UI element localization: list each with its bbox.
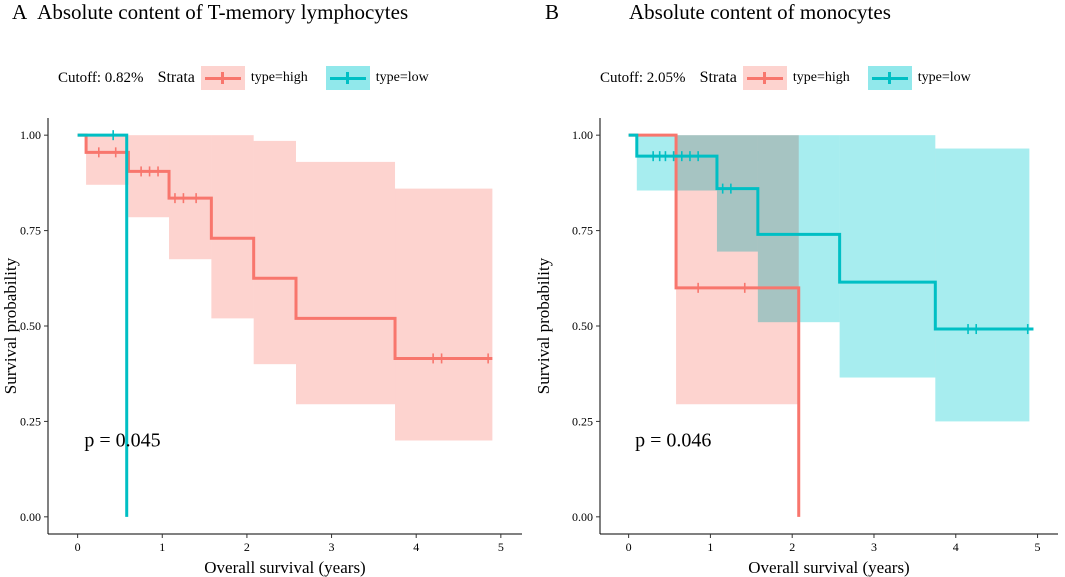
legend-title: Strata <box>699 69 737 86</box>
ci-band-high <box>86 135 129 185</box>
x-tick-label: 0 <box>75 540 81 554</box>
survival-curve-high <box>77 133 493 360</box>
panel-a: A Absolute content of T-memory lymphocyte… <box>0 0 532 577</box>
p-value-label: p = 0.045 <box>84 429 160 451</box>
survival-curve-low <box>628 133 1034 331</box>
ci-band-low <box>839 135 936 378</box>
cutoff-label: Cutoff: 2.05% <box>600 69 686 86</box>
legend-key-low <box>325 66 370 90</box>
survival-plot-a: 0.00 0.25 0.50 0.75 1.00 0 1 2 3 4 5 Overall surviv… <box>1 118 522 577</box>
panel-letter: A <box>12 0 28 24</box>
legend: Cutoff: 0.82% Strata type=high type=low <box>58 66 447 90</box>
chart-title: Absolute content of monocytes <box>629 0 891 24</box>
legend-key-high <box>200 66 245 90</box>
p-value-label: p = 0.046 <box>635 429 711 451</box>
y-tick-label: 0.00 <box>20 510 41 524</box>
ci-band-low <box>716 135 758 252</box>
legend-key-low <box>867 66 912 90</box>
legend: Cutoff: 2.05% Strata type=high type=low <box>600 66 989 90</box>
y-tick-label: 1.00 <box>20 128 41 142</box>
x-tick-label: 3 <box>871 540 877 554</box>
y-axis-title: Survival probability <box>534 257 553 394</box>
legend-key-high <box>742 66 787 90</box>
legend-title: Strata <box>157 69 195 86</box>
panel-title: A Absolute content of T-memory lymphocyte… <box>12 0 408 25</box>
y-tick-label: 1.00 <box>572 128 593 142</box>
legend-label-low: type=low <box>375 70 429 85</box>
y-tick-label: 0.25 <box>572 414 593 428</box>
ci-bands <box>636 135 1030 422</box>
y-tick-label: 0.50 <box>572 319 593 333</box>
ci-band-high <box>211 135 254 319</box>
panel-letter: B <box>545 0 560 24</box>
x-tick-label: 1 <box>159 540 165 554</box>
panel-title: B Absolute content of monocytes <box>545 0 891 25</box>
x-axis-title: Overall survival (years) <box>748 558 909 577</box>
legend-label-low: type=low <box>917 70 971 85</box>
survival-curve-low <box>77 133 129 517</box>
x-tick-label: 5 <box>498 540 504 554</box>
ci-band-high <box>253 140 297 365</box>
y-tick-label: 0.25 <box>20 414 41 428</box>
y-tick-label: 0.00 <box>572 510 593 524</box>
y-axis-title: Survival probability <box>1 257 20 394</box>
ci-band-high <box>128 135 170 218</box>
panel-b: B Absolute content of monocytes Cutoff: 2… <box>533 0 1065 577</box>
legend-label-high: type=high <box>250 70 308 85</box>
y-tick-label: 0.50 <box>20 319 41 333</box>
x-tick-label: 3 <box>329 540 335 554</box>
x-tick-label: 2 <box>244 540 250 554</box>
x-axis-title: Overall survival (years) <box>204 558 365 577</box>
y-tick-label: 0.75 <box>572 224 593 238</box>
x-tick-label: 4 <box>953 540 959 554</box>
survival-plot-b: 0.00 0.25 0.50 0.75 1.00 0 1 2 3 4 5 Overall surviv… <box>534 118 1058 577</box>
x-tick-label: 0 <box>626 540 632 554</box>
ci-bands <box>86 135 493 441</box>
legend-label-high: type=high <box>792 70 850 85</box>
x-tick-label: 2 <box>789 540 795 554</box>
ci-band-high <box>395 188 493 441</box>
x-tick-label: 5 <box>1035 540 1041 554</box>
y-tick-label: 0.75 <box>20 224 41 238</box>
survival-curve-high <box>628 133 801 517</box>
cutoff-label: Cutoff: 0.82% <box>58 69 144 86</box>
ci-band-low <box>935 148 1030 422</box>
ci-band-high <box>296 161 396 405</box>
chart-title: Absolute content of T-memory lymphocytes <box>37 0 409 24</box>
x-tick-label: 4 <box>413 540 419 554</box>
x-tick-label: 1 <box>707 540 713 554</box>
